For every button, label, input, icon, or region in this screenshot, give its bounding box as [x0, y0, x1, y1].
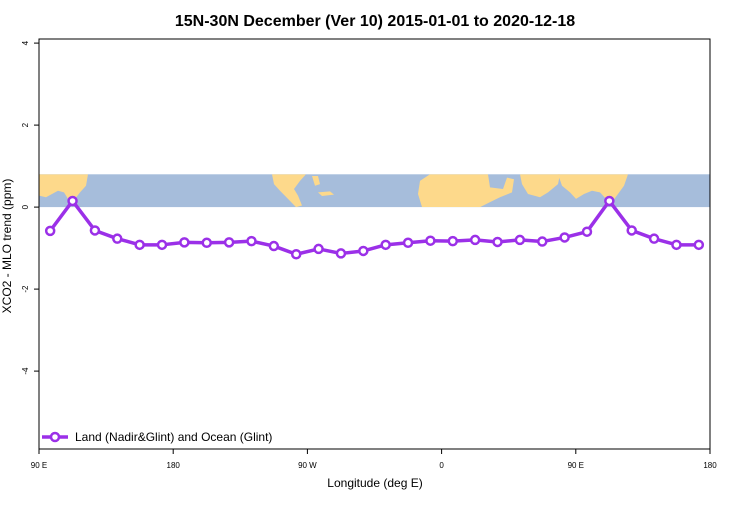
- data-point-6: [179, 237, 190, 248]
- data-point-22: [537, 236, 548, 247]
- series-line-0: [48, 199, 699, 256]
- y-tick-label-1: 2: [21, 122, 30, 127]
- data-point-8: [223, 237, 235, 248]
- data-point-21: [514, 234, 526, 246]
- land-mass-3: [312, 175, 320, 186]
- x-tick-label-0: 90 E: [31, 461, 47, 470]
- land-mass-6: [520, 174, 560, 198]
- y-axis-label: XCO2 - MLO trend (ppm): [0, 179, 14, 314]
- data-point-15: [380, 239, 391, 251]
- data-point-1: [67, 195, 78, 207]
- land-masses: [39, 174, 628, 208]
- data-point-4: [134, 239, 145, 251]
- y-tick-label-0: 4: [21, 40, 30, 45]
- data-point-17: [425, 235, 436, 246]
- legend: Land (Nadir&Glint) and Ocean (Glint): [42, 430, 272, 444]
- world-map-band: [39, 174, 710, 208]
- data-point-12: [313, 243, 324, 255]
- data-point-25: [604, 195, 615, 207]
- data-point-11: [290, 249, 302, 260]
- legend-entry-label: Land (Nadir&Glint) and Ocean (Glint): [75, 430, 272, 444]
- y-tick-label-4: -4: [21, 367, 30, 375]
- x-axis: 90 E 180 90 W 0 90 E 180: [31, 449, 717, 470]
- data-point-5: [156, 239, 168, 251]
- data-point-13: [335, 248, 347, 259]
- data-point-24: [581, 226, 593, 237]
- data-point-27: [648, 233, 660, 244]
- land-mass-1: [39, 174, 88, 203]
- data-point-14: [358, 245, 369, 257]
- legend-marker-swatch: [49, 431, 61, 443]
- data-point-18: [447, 235, 459, 247]
- x-tick-label-3: 0: [439, 461, 444, 470]
- data-point-20: [492, 236, 503, 248]
- series-group: [44, 195, 705, 260]
- data-point-9: [246, 235, 257, 247]
- x-tick-label-5: 180: [703, 461, 717, 470]
- chart-title: 15N-30N December (Ver 10) 2015-01-01 to …: [175, 13, 575, 30]
- y-axis: 4 2 0 -2 -4: [21, 40, 39, 375]
- data-point-0: [44, 225, 56, 237]
- data-point-23: [559, 232, 570, 243]
- data-point-16: [402, 237, 414, 249]
- x-tick-label-2: 90 W: [298, 461, 317, 470]
- x-tick-label-1: 180: [167, 461, 181, 470]
- data-point-10: [268, 240, 280, 252]
- x-axis-label: Longitude (deg E): [327, 476, 422, 490]
- data-point-7: [201, 237, 212, 249]
- data-point-26: [626, 225, 637, 236]
- land-mass-4: [318, 191, 334, 196]
- data-point-3: [112, 233, 123, 244]
- y-tick-label-3: -2: [21, 285, 30, 293]
- x-tick-label-4: 90 E: [568, 461, 584, 470]
- land-mass-5: [418, 174, 514, 208]
- land-mass-7: [558, 174, 628, 203]
- land-mass-2: [272, 174, 306, 208]
- data-point-29: [693, 239, 705, 251]
- plot-frame: [38, 38, 711, 450]
- data-point-2: [89, 225, 101, 236]
- data-point-19: [469, 234, 481, 246]
- y-tick-label-2: 0: [21, 204, 30, 209]
- data-point-28: [671, 239, 682, 251]
